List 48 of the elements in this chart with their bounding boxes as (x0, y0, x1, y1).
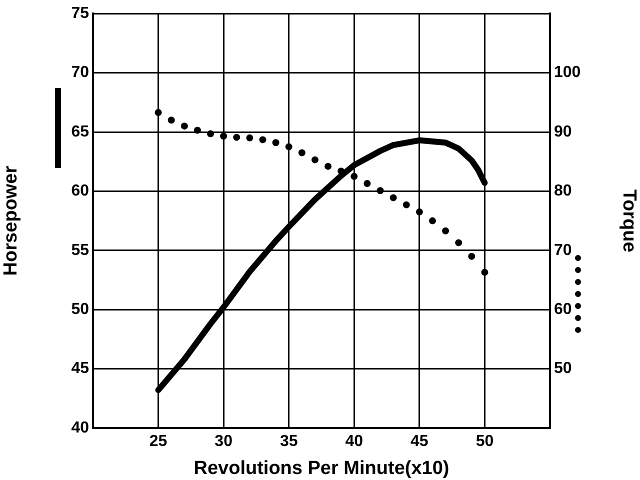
point (324, 162, 332, 170)
point (442, 227, 450, 234)
y2-tick-label: 60 (554, 301, 572, 318)
x-tick-label: 40 (345, 433, 364, 450)
point (481, 268, 488, 276)
point (272, 139, 280, 146)
y2-tick-label: 50 (554, 360, 572, 378)
x-tick-label: 50 (476, 433, 494, 450)
point (468, 252, 476, 260)
point (259, 136, 266, 144)
x-tick-label: 35 (280, 433, 298, 450)
point (168, 116, 175, 124)
y2-tick-label: 100 (554, 64, 581, 82)
x-axis-title: Revolutions Per Minute(x10) (194, 458, 450, 479)
y-tick-label: 60 (71, 182, 90, 200)
point (455, 239, 462, 246)
y-tick-label: 55 (71, 242, 90, 259)
x-tick-label: 45 (410, 433, 428, 450)
y-tick-label: 40 (71, 419, 90, 436)
point (376, 187, 384, 194)
x-tick-label: 25 (149, 433, 168, 450)
point (194, 126, 201, 134)
point (364, 180, 371, 188)
y2-tick-label: 70 (554, 242, 572, 259)
y2-tick-label: 80 (554, 182, 572, 200)
point (298, 149, 306, 156)
point (350, 172, 358, 180)
y-tick-label: 65 (71, 123, 90, 140)
y-tick-label: 75 (71, 5, 90, 22)
y2-tick-label: 90 (554, 123, 572, 140)
y-tick-label: 70 (71, 64, 90, 82)
point (390, 194, 397, 202)
point (246, 134, 254, 142)
point (285, 143, 292, 150)
point (154, 108, 162, 116)
point (233, 134, 240, 141)
point (416, 208, 423, 216)
y-axis-title: Horsepower (0, 165, 22, 276)
point (220, 132, 228, 140)
point (311, 156, 318, 164)
point (402, 201, 410, 208)
point (207, 130, 214, 138)
y-tick-label: 50 (71, 301, 90, 318)
point (428, 217, 436, 224)
y2-axis-title: Torque (618, 189, 640, 252)
y-tick-label: 45 (71, 360, 90, 378)
x-tick-label: 30 (214, 433, 233, 450)
point (180, 122, 188, 130)
